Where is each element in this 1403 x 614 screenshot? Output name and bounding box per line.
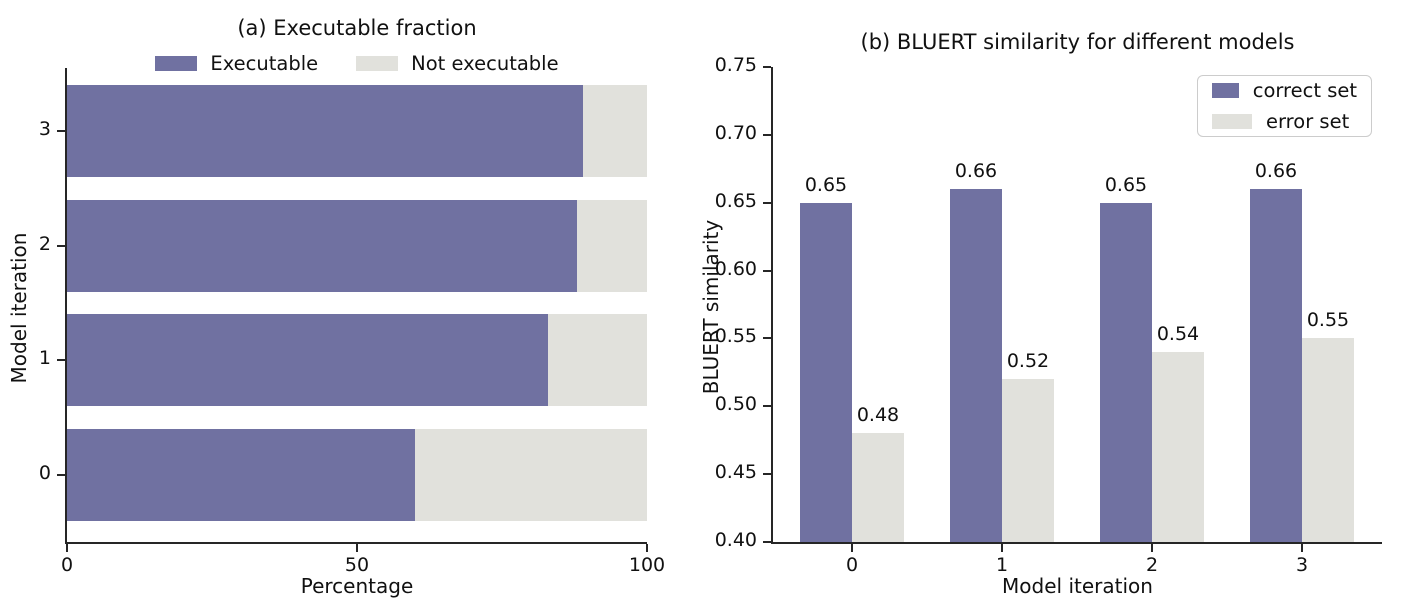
legend-label-not-executable: Not executable xyxy=(411,52,559,75)
panel-a-xtick-label: 0 xyxy=(60,554,74,576)
panel-b-xtick-mark xyxy=(1151,544,1153,552)
panel-b-ytick-label: 0.55 xyxy=(714,325,757,348)
executable-swatch xyxy=(155,56,198,71)
panel-b-ytick-mark xyxy=(763,201,771,204)
bar-correct-set-iter1 xyxy=(950,189,1002,542)
bar-label-error-set-iter2: 0.54 xyxy=(1156,323,1200,345)
bar-not-executable-iter0 xyxy=(415,428,647,521)
panel-b-legend: correct set error set xyxy=(1197,75,1372,137)
panel-bluert-similarity: (b) BLUERT similarity for different mode… xyxy=(699,0,1403,614)
panel-b-ytick-mark xyxy=(763,66,771,68)
panel-a-ytick-label: 0 xyxy=(38,461,51,484)
panel-b-ytick-mark xyxy=(763,133,771,136)
legend-entry-error-set: error set xyxy=(1212,110,1357,133)
panel-a-xtick-mark xyxy=(646,544,648,552)
panel-a-bottom-spine xyxy=(65,542,647,544)
panel-b-ytick-mark xyxy=(763,405,771,408)
panel-b-ytick-label: 0.60 xyxy=(714,257,757,280)
panel-b-ytick-label: 0.50 xyxy=(714,393,757,416)
panel-executable-fraction: (a) Executable fraction Executable Not e… xyxy=(0,0,700,614)
panel-b-xtick-label: 2 xyxy=(1145,554,1159,576)
bar-executable-iter3 xyxy=(67,85,584,177)
panel-a-ytick-label: 3 xyxy=(38,118,51,140)
bar-correct-set-iter0 xyxy=(800,202,852,542)
bar-error-set-iter1 xyxy=(1002,379,1054,542)
panel-a-ytick-mark xyxy=(57,130,65,132)
bar-label-error-set-iter0: 0.48 xyxy=(856,404,900,427)
panel-a-left-spine xyxy=(65,68,67,544)
bar-label-error-set-iter3: 0.55 xyxy=(1306,309,1350,332)
bar-executable-iter0 xyxy=(67,428,415,521)
panel-b-xtick-mark xyxy=(1301,544,1303,552)
panel-a-ytick-mark xyxy=(57,244,65,247)
error-set-swatch xyxy=(1212,114,1252,129)
panel-b-ytick-mark xyxy=(763,337,771,340)
panel-a-legend: Executable Not executable xyxy=(67,52,647,75)
bar-not-executable-iter1 xyxy=(548,314,647,406)
bar-label-correct-set-iter3: 0.66 xyxy=(1254,160,1298,183)
panel-b-plot-area: 0.40 0.45 0.50 0.55 0.60 0.65 0.70 0.75 0.65 0.48… xyxy=(715,54,1382,576)
legend-entry-executable: Executable xyxy=(155,52,318,75)
legend-label-correct-set: correct set xyxy=(1252,79,1357,102)
panel-a-xtick-label: 50 xyxy=(344,554,370,576)
not-executable-swatch xyxy=(356,56,399,71)
panel-b-ytick-label: 0.45 xyxy=(714,461,757,484)
panel-b-bottom-spine xyxy=(771,542,1382,544)
legend-label-executable: Executable xyxy=(210,52,319,75)
panel-a-plot-area: 3 2 1 0 0 50 100 xyxy=(39,68,665,576)
panel-b-ytick-mark xyxy=(763,473,771,476)
panel-a-xtick-mark xyxy=(356,544,358,552)
panel-b-ytick-label: 0.40 xyxy=(714,529,757,551)
bar-label-correct-set-iter1: 0.66 xyxy=(954,160,998,183)
panel-b-title: (b) BLUERT similarity for different mode… xyxy=(860,30,1295,54)
bar-executable-iter1 xyxy=(67,314,549,406)
correct-set-swatch xyxy=(1212,83,1239,98)
panel-a-xlabel: Percentage xyxy=(300,574,414,598)
legend-label-error-set: error set xyxy=(1266,110,1350,133)
panel-a-xtick-label: 100 xyxy=(628,554,666,576)
panel-b-xtick-label: 0 xyxy=(845,554,859,576)
panel-b-ytick-label: 0.75 xyxy=(714,54,757,76)
panel-b-ytick-mark xyxy=(763,269,771,272)
panel-a-xtick-mark xyxy=(66,544,68,552)
bar-not-executable-iter2 xyxy=(577,199,647,292)
bar-error-set-iter3 xyxy=(1302,338,1354,542)
bar-label-error-set-iter1: 0.52 xyxy=(1006,350,1050,373)
panel-b-xtick-mark xyxy=(851,544,853,552)
panel-a-ytick-mark xyxy=(57,473,65,476)
bar-not-executable-iter3 xyxy=(583,85,647,177)
bar-correct-set-iter2 xyxy=(1100,202,1152,542)
panel-b-ylabel: BLUERT similarity xyxy=(699,219,723,395)
bar-label-correct-set-iter2: 0.65 xyxy=(1104,173,1148,196)
panel-a-ytick-mark xyxy=(57,359,65,361)
bar-error-set-iter0 xyxy=(852,433,904,542)
panel-b-left-spine xyxy=(771,67,773,544)
panel-a-ytick-label: 1 xyxy=(38,347,51,369)
bar-label-correct-set-iter0: 0.65 xyxy=(804,173,848,196)
panel-b-xtick-label: 1 xyxy=(995,554,1009,576)
bar-error-set-iter2 xyxy=(1152,352,1204,542)
panel-b-xtick-mark xyxy=(1001,544,1003,552)
bar-executable-iter2 xyxy=(67,199,578,292)
panel-b-ytick-label: 0.70 xyxy=(714,121,757,144)
panel-b-ytick-mark xyxy=(763,541,771,543)
bar-correct-set-iter3 xyxy=(1250,189,1302,542)
legend-entry-correct-set: correct set xyxy=(1212,79,1357,102)
panel-b-ytick-label: 0.65 xyxy=(714,189,757,212)
panel-b-xlabel: Model iteration xyxy=(1002,574,1153,598)
panel-a-title: (a) Executable fraction xyxy=(237,16,477,40)
legend-entry-not-executable: Not executable xyxy=(356,52,559,75)
panel-b-xtick-label: 3 xyxy=(1295,554,1309,576)
panel-a-ytick-label: 2 xyxy=(38,232,51,255)
